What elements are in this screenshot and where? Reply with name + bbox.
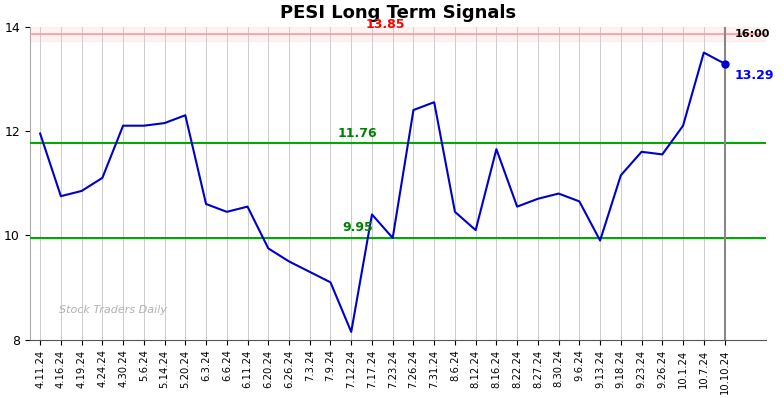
Text: Stock Traders Daily: Stock Traders Daily <box>60 305 167 315</box>
Text: 11.76: 11.76 <box>338 127 377 140</box>
Text: 9.95: 9.95 <box>342 221 373 234</box>
Text: 16:00: 16:00 <box>735 29 770 39</box>
Text: 13.85: 13.85 <box>366 18 405 31</box>
Text: 13.29: 13.29 <box>735 69 775 82</box>
Bar <box>30 27 766 41</box>
Title: PESI Long Term Signals: PESI Long Term Signals <box>280 4 516 22</box>
